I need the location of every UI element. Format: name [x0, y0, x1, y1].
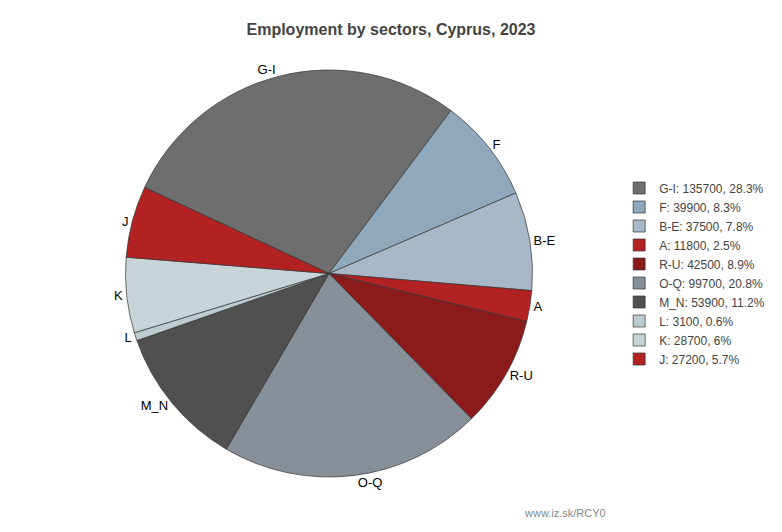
svg-text:G-I: G-I: [258, 62, 276, 77]
svg-text:B-E: B-E: [534, 233, 556, 248]
svg-text:L: L: [125, 330, 132, 345]
svg-text:K: K: [114, 288, 123, 303]
svg-text:O-Q: O-Q: [358, 475, 383, 490]
svg-text:A: A: [534, 299, 543, 314]
svg-text:B-E: 37500, 7.8%: B-E: 37500, 7.8%: [659, 220, 753, 234]
svg-text:Employment by sectors, Cyprus,: Employment by sectors, Cyprus, 2023: [247, 21, 536, 38]
svg-text:M_N: M_N: [141, 398, 168, 413]
svg-text:A: 11800, 2.5%: A: 11800, 2.5%: [659, 239, 741, 253]
svg-text:www.iz.sk/RCY0: www.iz.sk/RCY0: [524, 507, 606, 519]
svg-text:R-U: 42500, 8.9%: R-U: 42500, 8.9%: [659, 258, 755, 272]
svg-text:O-Q: 99700, 20.8%: O-Q: 99700, 20.8%: [659, 277, 763, 291]
svg-text:R-U: R-U: [510, 368, 533, 383]
svg-text:F: F: [493, 137, 501, 152]
svg-text:J: J: [122, 214, 128, 229]
svg-text:M_N: 53900, 11.2%: M_N: 53900, 11.2%: [659, 296, 765, 310]
svg-text:G-I: 135700, 28.3%: G-I: 135700, 28.3%: [659, 182, 763, 196]
svg-text:K: 28700, 6%: K: 28700, 6%: [659, 334, 731, 348]
svg-text:J: 27200, 5.7%: J: 27200, 5.7%: [659, 353, 739, 367]
svg-text:F: 39900, 8.3%: F: 39900, 8.3%: [659, 201, 741, 215]
svg-text:L: 3100, 0.6%: L: 3100, 0.6%: [659, 315, 733, 329]
